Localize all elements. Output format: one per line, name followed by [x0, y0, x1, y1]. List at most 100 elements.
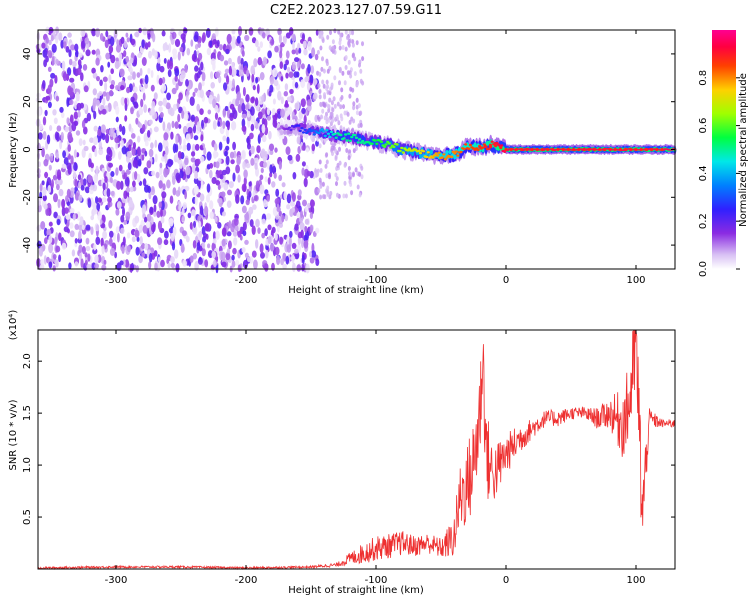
heatmap-cell: [285, 146, 291, 156]
heatmap-cell: [276, 206, 281, 212]
heatmap-cell: [175, 134, 179, 145]
heatmap-ridge-point: [456, 154, 460, 157]
heatmap-cell: [304, 76, 309, 83]
heatmap-cell: [224, 105, 229, 112]
heatmap-cell: [98, 141, 103, 150]
heatmap-cell: [244, 213, 249, 220]
heatmap-cell: [102, 91, 107, 97]
heatmap-cell: [177, 113, 181, 123]
heatmap-cell: [207, 243, 211, 249]
heatmap-cell: [314, 53, 319, 61]
heatmap-cell: [199, 89, 204, 99]
heatmap-cell: [69, 230, 75, 238]
heatmap-cell: [131, 236, 136, 243]
heatmap-ridge-point: [432, 154, 437, 157]
heatmap-cell: [224, 150, 228, 157]
heatmap-cell: [200, 179, 204, 189]
heatmap-ridge-peak: [639, 147, 643, 152]
heatmap-cell: [39, 183, 43, 192]
heatmap-ridge-peak: [530, 147, 534, 152]
heatmap-cell: [221, 261, 227, 268]
heatmap-ridge-point: [426, 151, 430, 154]
colorbar-tick-label: 0.6: [698, 118, 709, 134]
heatmap-cell: [205, 90, 211, 97]
heatmap-cell: [102, 97, 106, 106]
heatmap-cell: [120, 180, 124, 190]
heatmap-cell: [241, 102, 246, 112]
heatmap-cell: [251, 225, 256, 235]
heatmap-cell: [294, 248, 299, 254]
heatmap-cell: [316, 114, 320, 120]
heatmap-cell: [85, 224, 91, 231]
heatmap-cell: [307, 105, 311, 111]
heatmap-cell: [203, 116, 209, 124]
heatmap-ridge-point: [375, 142, 379, 145]
heatmap-cell: [203, 122, 207, 128]
heatmap-cell: [249, 219, 254, 228]
heatmap-cell: [142, 204, 147, 214]
heatmap-cell: [126, 86, 131, 94]
heatmap-cell: [314, 79, 318, 85]
heatmap-cell: [217, 184, 221, 191]
heatmap-cell: [318, 71, 322, 77]
heatmap-cell: [237, 174, 241, 183]
heatmap-cell: [343, 110, 347, 116]
heatmap-cell: [125, 55, 129, 63]
heatmap-cell: [322, 102, 326, 108]
heatmap-cell: [307, 40, 312, 51]
heatmap-ridge-peak: [514, 147, 519, 152]
heatmap-cell: [291, 242, 297, 249]
snr-series-line: [37, 329, 675, 571]
heatmap-cell: [339, 104, 343, 110]
heatmap-ridge-peak: [556, 147, 560, 152]
heatmap-cell: [49, 125, 53, 131]
heatmap-cell: [195, 158, 201, 165]
heatmap-cell: [344, 65, 348, 70]
heatmap-cell: [261, 124, 266, 134]
heatmap-cell: [39, 263, 45, 270]
heatmap-cell: [204, 259, 209, 268]
heatmap-cell: [151, 186, 155, 193]
colorbar-tick-label: 0.2: [698, 213, 709, 229]
heatmap-cell: [296, 59, 300, 69]
heatmap-cell: [115, 167, 119, 176]
heatmap-ridge-peak: [577, 147, 581, 152]
heatmap-cell: [180, 243, 185, 254]
heatmap-cell: [361, 56, 365, 62]
heatmap-cell: [107, 201, 111, 209]
heatmap-cell: [48, 235, 53, 244]
heatmap-cell: [327, 103, 330, 109]
heatmap-cell: [150, 70, 154, 78]
heatmap-cell: [323, 92, 326, 98]
heatmap-cell: [348, 30, 352, 36]
heatmap-ridge-point: [431, 156, 435, 159]
heatmap-cell: [61, 60, 66, 71]
heatmap-cell: [95, 27, 100, 38]
heatmap-y-tick-label: -40: [22, 237, 33, 253]
heatmap-cell: [242, 221, 247, 231]
heatmap-cell: [82, 178, 87, 186]
heatmap-cell: [301, 107, 306, 114]
heatmap-cell: [322, 68, 326, 74]
heatmap-ridge-peak: [509, 147, 513, 152]
heatmap-cell: [102, 76, 108, 83]
heatmap-cell: [158, 100, 163, 107]
heatmap-cell: [327, 108, 331, 113]
heatmap-ridge: [276, 117, 677, 165]
heatmap-cell: [109, 127, 115, 137]
heatmap-cell: [65, 46, 70, 53]
heatmap-cell: [54, 259, 59, 265]
heatmap-cell: [250, 106, 255, 116]
heatmap-cell: [56, 169, 62, 180]
heatmap-cell: [316, 171, 320, 177]
heatmap-cell: [300, 229, 304, 239]
heatmap-cell: [288, 71, 294, 78]
heatmap-cell: [156, 210, 161, 218]
heatmap-cell: [86, 263, 91, 270]
heatmap-cell: [274, 147, 278, 153]
heatmap-cell: [53, 211, 58, 219]
heatmap-cell: [45, 36, 49, 44]
heatmap-cell: [101, 167, 106, 173]
heatmap-ridge-point: [417, 149, 421, 153]
heatmap-cell: [220, 191, 226, 198]
